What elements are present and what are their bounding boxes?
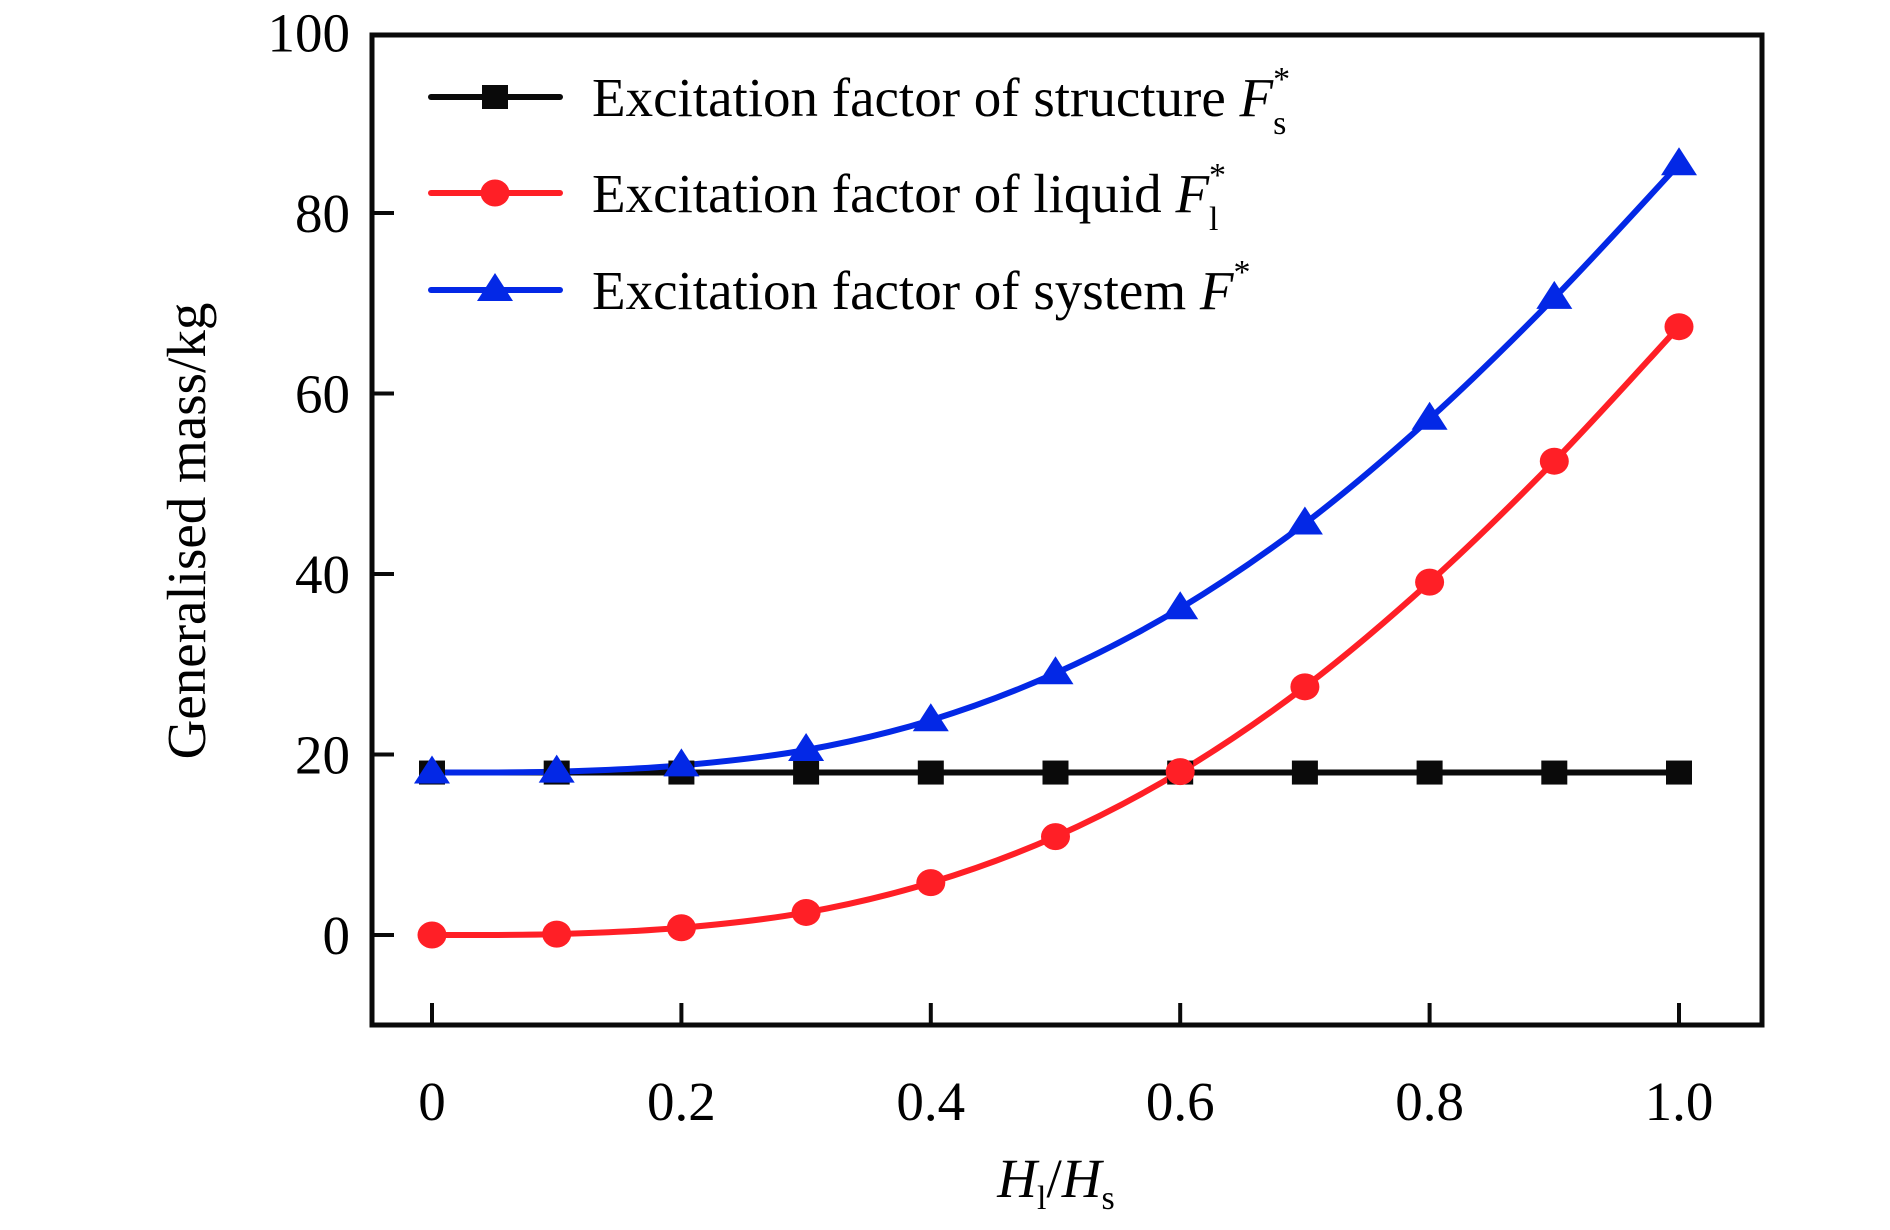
x-tick-label: 0.4 xyxy=(896,1071,965,1132)
legend-label: Excitation factor of liquid F* l xyxy=(592,157,1226,238)
legend-superscript: * xyxy=(1273,61,1290,98)
data-point-structure xyxy=(1042,760,1069,785)
data-point-system xyxy=(1037,656,1074,685)
data-point-system xyxy=(1162,591,1199,620)
data-point-system xyxy=(538,754,575,783)
legend-symbol: F xyxy=(1174,163,1210,224)
legend-superscript: * xyxy=(1233,254,1250,291)
x-axis-title-sep: / xyxy=(1046,1148,1062,1209)
y-tick-label: 40 xyxy=(295,544,350,605)
data-point-structure xyxy=(793,760,820,785)
x-tick-label: 0.8 xyxy=(1395,1071,1464,1132)
x-axis-title-h1: H xyxy=(996,1148,1040,1209)
legend-subscript: s xyxy=(1273,105,1286,142)
data-point-system xyxy=(1286,506,1323,535)
data-point-system xyxy=(912,703,949,732)
data-point-structure xyxy=(1291,760,1318,785)
plot-frame xyxy=(369,32,1765,1028)
legend-marker xyxy=(482,85,508,109)
x-axis: 0 0.2 0.4 0.6 0.8 1.0 xyxy=(418,1003,1713,1132)
legend-subscript: l xyxy=(1209,201,1218,238)
data-point-structure xyxy=(1416,760,1443,785)
data-point-system xyxy=(1411,401,1448,430)
data-point-liquid xyxy=(1165,758,1195,786)
y-tick-label: 100 xyxy=(268,3,351,64)
data-point-liquid xyxy=(791,898,821,926)
x-axis-title-sub2: s xyxy=(1101,1180,1114,1217)
data-point-structure xyxy=(1541,760,1568,785)
legend-symbol: F xyxy=(1199,260,1235,321)
legend-label: Excitation factor of structure F* s xyxy=(592,61,1290,142)
legend-marker xyxy=(480,179,510,207)
legend-label-text: Excitation factor of liquid xyxy=(592,163,1175,224)
x-axis-title-sub1: l xyxy=(1037,1180,1046,1217)
x-axis-title: Hl/Hs xyxy=(996,1148,1114,1217)
data-point-system xyxy=(414,755,450,784)
x-tick-label: 0.6 xyxy=(1146,1071,1215,1132)
data-point-liquid xyxy=(1664,313,1694,341)
x-tick-label: 0.2 xyxy=(647,1071,716,1132)
legend-item-structure: Excitation factor of structure F* s xyxy=(428,61,1290,142)
data-point-liquid xyxy=(916,869,946,897)
data-point-liquid xyxy=(1041,823,1070,851)
x-axis-title-h2: H xyxy=(1061,1148,1105,1209)
data-point-liquid xyxy=(1290,673,1320,701)
legend-label: Excitation factor of system F* xyxy=(592,254,1250,321)
data-point-system xyxy=(663,748,700,777)
y-tick-label: 0 xyxy=(323,905,351,966)
x-tick-label: 1.0 xyxy=(1645,1071,1714,1132)
data-point-liquid xyxy=(666,914,696,942)
data-point-structure xyxy=(917,760,944,785)
data-point-liquid xyxy=(417,921,447,949)
y-tick-label: 80 xyxy=(295,183,350,244)
data-point-system xyxy=(788,732,825,761)
data-point-liquid xyxy=(1415,568,1445,596)
y-axis: 0 20 40 60 80 100 xyxy=(268,3,394,966)
y-axis-title: Generalised mass/kg xyxy=(156,303,217,760)
legend: Excitation factor of structure F* sExcita… xyxy=(428,61,1290,321)
legend-item-liquid: Excitation factor of liquid F* l xyxy=(428,157,1226,238)
series-line-system xyxy=(429,161,1682,776)
plot-markers xyxy=(414,147,1697,949)
legend-label-text: Excitation factor of structure xyxy=(592,67,1240,128)
data-point-system xyxy=(1536,280,1573,309)
y-tick-label: 60 xyxy=(295,364,350,425)
data-point-liquid xyxy=(542,920,572,948)
legend-superscript: * xyxy=(1209,157,1226,194)
y-tick-label: 20 xyxy=(295,725,350,786)
legend-marker xyxy=(477,273,513,301)
legend-item-system: Excitation factor of system F* xyxy=(428,254,1250,321)
series-line-liquid xyxy=(429,323,1682,938)
legend-symbol: F xyxy=(1239,67,1275,128)
legend-label-text: Excitation factor of system xyxy=(592,260,1200,321)
data-point-system xyxy=(1661,147,1697,176)
data-point-structure xyxy=(1666,760,1692,785)
x-tick-label: 0 xyxy=(418,1071,446,1132)
data-point-liquid xyxy=(1539,447,1569,475)
